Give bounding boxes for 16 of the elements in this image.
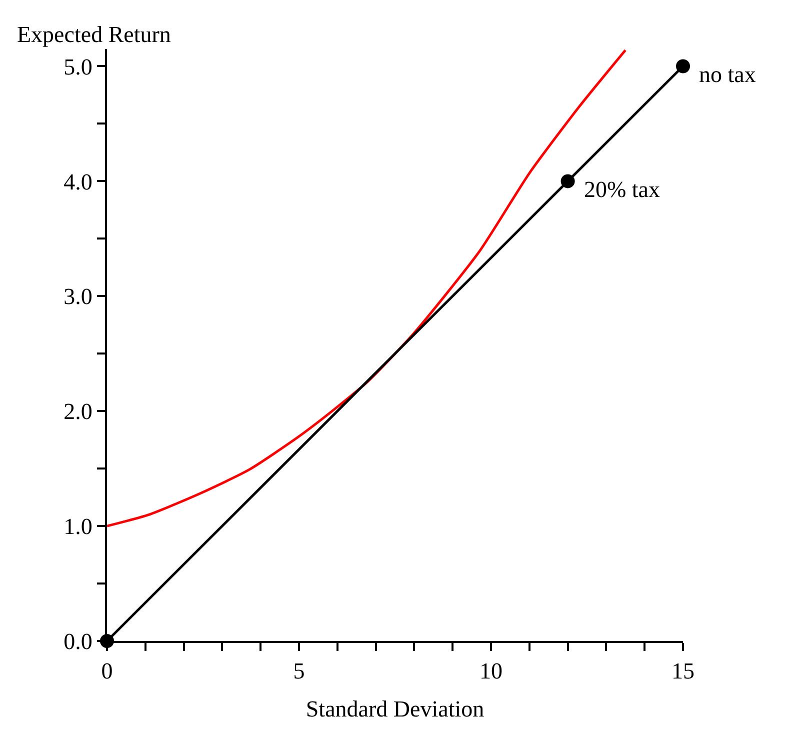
x-tick-label: 0 [101, 658, 113, 684]
y-tick-label: 2.0 [64, 399, 92, 424]
annotation: 20% tax [584, 177, 661, 202]
y-tick-label: 5.0 [64, 54, 92, 80]
annotation: no tax [699, 62, 756, 87]
y-tick-label: 0.0 [64, 629, 92, 654]
point [676, 59, 690, 74]
x-tick-label: 10 [480, 658, 502, 684]
y-tick-label: 1.0 [64, 514, 92, 540]
y-axis-title: Expected Return [17, 22, 172, 47]
x-tick-label: 15 [672, 658, 694, 684]
x-tick-label: 5 [293, 658, 305, 684]
point [560, 174, 575, 188]
x-axis-title: Standard Deviation [306, 696, 485, 722]
y-tick-label: 3.0 [64, 284, 92, 310]
y-tick-label: 4.0 [64, 169, 92, 194]
